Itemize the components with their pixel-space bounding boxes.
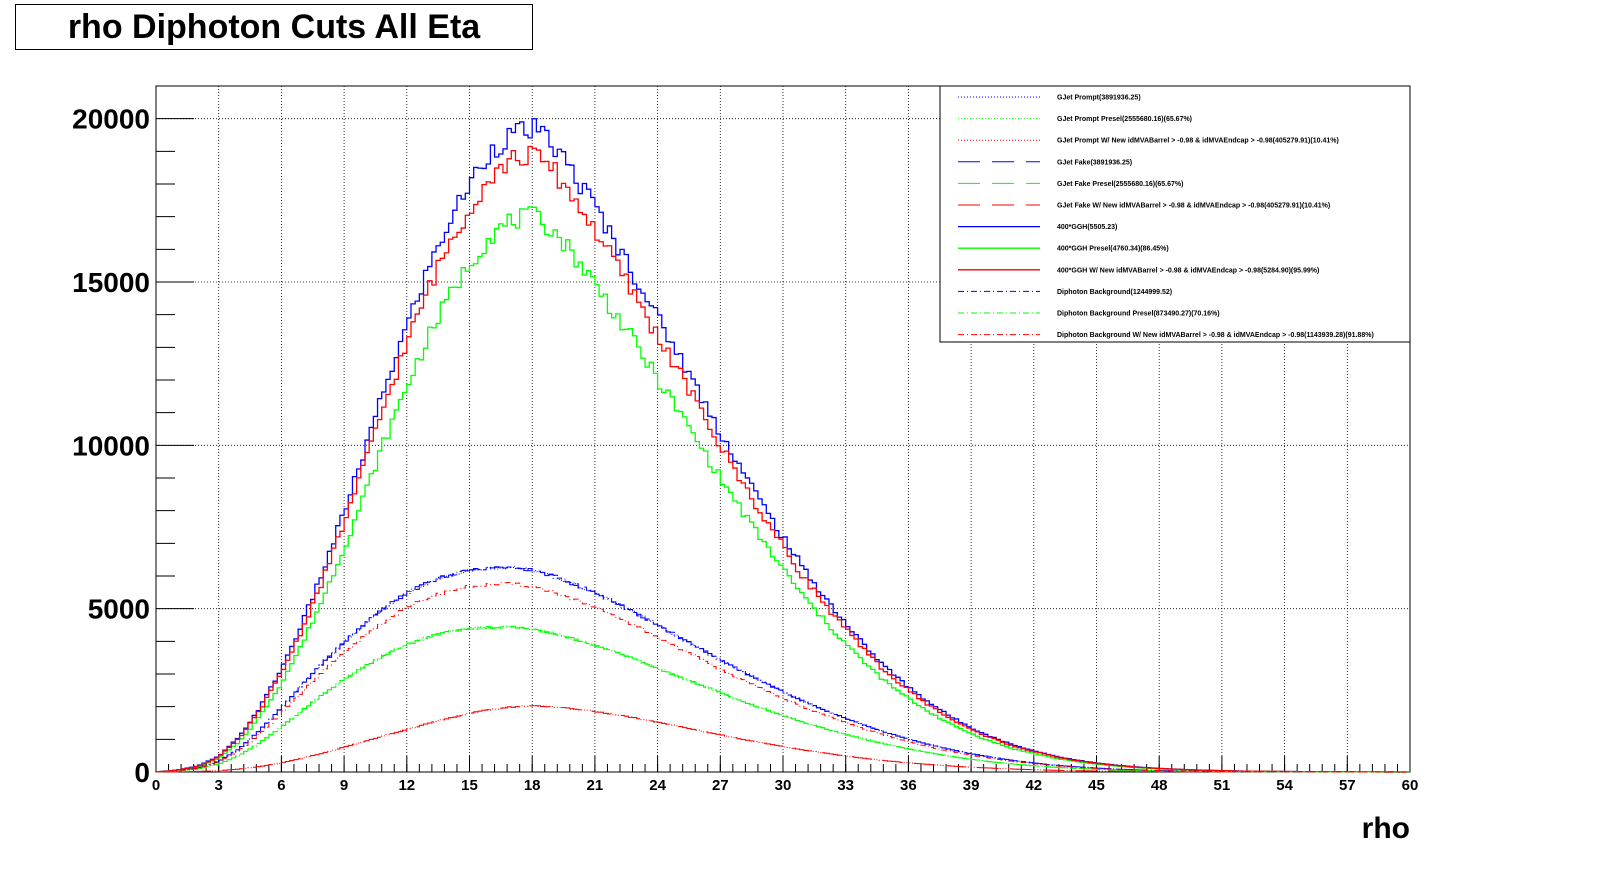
legend-label: 400*GGH(5505.23) bbox=[1057, 224, 1117, 231]
legend-label: GJet Prompt Presel(2555680.16)(65.67%) bbox=[1057, 116, 1192, 123]
legend-label: Diphoton Background Presel(873490.27)(70… bbox=[1057, 311, 1220, 318]
x-tick-label: 57 bbox=[1339, 777, 1356, 794]
chart-title: rho Diphoton Cuts All Eta bbox=[15, 4, 533, 50]
x-tick-label: 36 bbox=[900, 777, 917, 794]
x-tick-label: 42 bbox=[1025, 777, 1042, 794]
y-tick-label: 20000 bbox=[72, 104, 150, 135]
series-line bbox=[155, 705, 1410, 773]
series-line bbox=[155, 566, 1410, 773]
legend-label: 400*GGH Presel(4760.34)(86.45%) bbox=[1057, 246, 1169, 253]
x-tick-label: 24 bbox=[649, 777, 666, 794]
x-tick-label: 12 bbox=[398, 777, 415, 794]
x-tick-label: 6 bbox=[277, 777, 285, 794]
legend-label: GJet Prompt(3891936.25) bbox=[1057, 95, 1141, 102]
y-tick-label: 0 bbox=[134, 757, 150, 788]
series-line bbox=[155, 145, 1410, 773]
legend-label: GJet Fake W/ New idMVABarrel > -0.98 & i… bbox=[1057, 203, 1330, 210]
x-axis-label: rho bbox=[1362, 812, 1410, 845]
x-tick-label: 54 bbox=[1276, 777, 1293, 794]
legend-label: Diphoton Background(1244999.52) bbox=[1057, 289, 1172, 296]
legend-label: 400*GGH W/ New idMVABarrel > -0.98 & idM… bbox=[1057, 267, 1319, 274]
legend-box bbox=[939, 85, 1411, 343]
legend-label: GJet Prompt W/ New idMVABarrel > -0.98 &… bbox=[1057, 138, 1339, 145]
legend-label: GJet Fake Presel(2555680.16)(65.67%) bbox=[1057, 181, 1183, 188]
legend-label: GJet Fake(3891936.25) bbox=[1057, 159, 1132, 166]
x-tick-label: 60 bbox=[1402, 777, 1419, 794]
series-line bbox=[155, 625, 1410, 773]
x-tick-label: 45 bbox=[1088, 777, 1105, 794]
y-tick-label: 10000 bbox=[72, 430, 150, 461]
y-tick-label: 15000 bbox=[72, 267, 150, 298]
x-tick-label: 3 bbox=[215, 777, 223, 794]
x-tick-label: 30 bbox=[775, 777, 792, 794]
legend-label: Diphoton Background W/ New idMVABarrel >… bbox=[1057, 332, 1374, 339]
series-line bbox=[155, 625, 1410, 773]
x-tick-label: 21 bbox=[587, 777, 604, 794]
series-line bbox=[155, 625, 1410, 773]
x-tick-label: 0 bbox=[152, 777, 160, 794]
x-tick-label: 33 bbox=[837, 777, 854, 794]
series-line bbox=[155, 565, 1410, 773]
x-tick-label: 18 bbox=[524, 777, 541, 794]
x-tick-label: 15 bbox=[461, 777, 478, 794]
y-tick-label: 5000 bbox=[88, 594, 150, 625]
x-tick-label: 48 bbox=[1151, 777, 1168, 794]
series-lines bbox=[155, 118, 1410, 773]
x-tick-label: 9 bbox=[340, 777, 348, 794]
x-tick-label: 39 bbox=[963, 777, 980, 794]
legend: GJet Prompt(3891936.25) GJet Prompt Prese… bbox=[939, 85, 1411, 343]
x-tick-label: 51 bbox=[1214, 777, 1231, 794]
axis-ticks: 0 3 6 9 12 15 18 21 24 27 30 33 36 39 42 45 48 51 54 57 6005… bbox=[72, 85, 1419, 794]
x-tick-label: 27 bbox=[712, 777, 729, 794]
